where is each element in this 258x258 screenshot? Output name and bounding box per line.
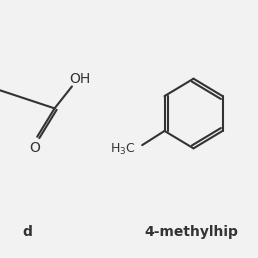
Text: O: O (29, 141, 40, 155)
Text: H$_3$C: H$_3$C (110, 142, 135, 157)
Text: 4-methylhip: 4-methylhip (144, 225, 238, 239)
Text: d: d (22, 225, 32, 239)
Text: OH: OH (69, 72, 91, 86)
